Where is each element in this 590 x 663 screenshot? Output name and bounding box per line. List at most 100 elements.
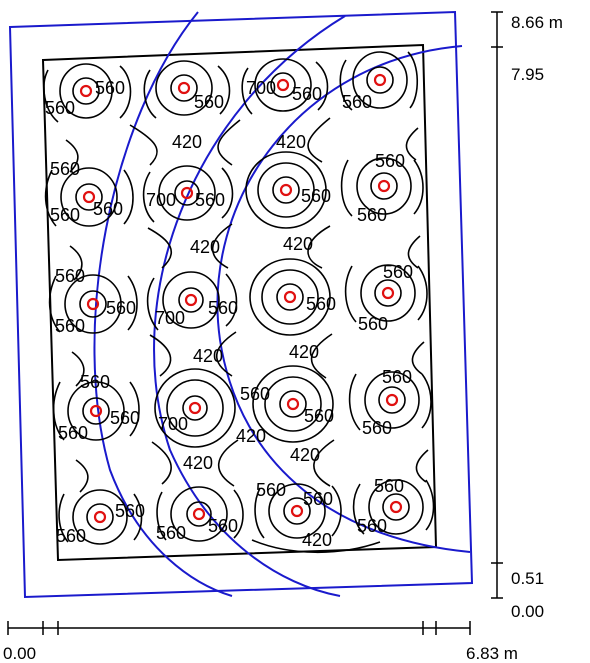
contour-group: [43, 63, 132, 123]
arc-2: [153, 15, 346, 597]
contour-group: [339, 51, 419, 111]
contour-value-label: 420: [183, 453, 213, 473]
dimension-label-y-0-00: 0.00: [511, 602, 544, 621]
contour-value-label: 560: [240, 384, 270, 404]
room-outline: [8, 10, 474, 599]
contour-group: [352, 479, 435, 535]
vertical-dimension: [491, 11, 503, 599]
contour-group: [146, 271, 238, 331]
contour-value-label: 420: [236, 426, 266, 446]
contour-value-label: 560: [357, 205, 387, 225]
contour-value-label: 560: [382, 367, 412, 387]
contour-value-label: 560: [50, 159, 80, 179]
contour-value-label: 560: [56, 526, 86, 546]
arc-3: [216, 45, 471, 553]
contour-value-label: 560: [110, 408, 140, 428]
contour-value-label: 420: [276, 132, 306, 152]
luminaire-markers: [79, 73, 403, 524]
ring-marker-icon: [290, 504, 304, 518]
contour-value-label: 560: [50, 205, 80, 225]
contour-value-label: 420: [193, 346, 223, 366]
ring-marker-icon: [93, 510, 107, 524]
contour-value-label: 560: [362, 418, 392, 438]
contour-value-label: 700: [155, 308, 185, 328]
ring-marker-icon: [385, 393, 399, 407]
contour-value-label: 560: [195, 190, 225, 210]
ring-marker-icon: [188, 401, 202, 415]
contour-value-label: 560: [292, 84, 322, 104]
contour-group: [241, 58, 329, 115]
blue-arcs: [93, 11, 471, 597]
contour-value-label: 420: [289, 342, 319, 362]
contour-value-label: 560: [357, 516, 387, 536]
contour-value-label: 560: [301, 186, 331, 206]
ring-marker-icon: [279, 183, 293, 197]
ring-marker-icon: [192, 507, 206, 521]
ring-marker-icon: [86, 297, 100, 311]
contour-value-label: 560: [208, 298, 238, 318]
contour-value-label: 560: [208, 516, 238, 536]
contour-lines: [43, 51, 435, 554]
contour-value-label: 560: [156, 523, 186, 543]
contour-group: [142, 165, 234, 223]
dimension-label-x-0-00: 0.00: [3, 644, 36, 663]
contour-value-label: 560: [306, 294, 336, 314]
contour-value-label: 560: [256, 480, 286, 500]
contour-group: [245, 151, 327, 229]
ring-marker-icon: [276, 78, 290, 92]
contour-value-label: 560: [58, 423, 88, 443]
contour-group: [156, 486, 244, 542]
contour-value-label: 560: [45, 98, 75, 118]
contour-group: [348, 371, 432, 431]
contour-value-label: 560: [95, 78, 125, 98]
contour-value-label: 560: [194, 92, 224, 112]
ring-marker-icon: [82, 190, 96, 204]
dimension-label-0-51: 0.51: [511, 569, 544, 588]
contour-value-label: 420: [302, 530, 332, 550]
contour-value-label: 560: [55, 316, 85, 336]
horizontal-dimension: [7, 621, 471, 635]
contour-value-label: 700: [246, 78, 276, 98]
ring-marker-icon: [373, 73, 387, 87]
contour-value-label: 560: [383, 262, 413, 282]
contour-group: [340, 157, 424, 217]
contour-value-label: 560: [80, 372, 110, 392]
contour-value-label: 560: [106, 298, 136, 318]
contour-group: [344, 264, 428, 323]
ring-marker-icon: [177, 81, 191, 95]
contour-value-label: 420: [190, 237, 220, 257]
contour-group: [252, 365, 334, 443]
contour-group: [143, 60, 231, 119]
ring-marker-icon: [286, 397, 300, 411]
contour-value-label: 420: [290, 445, 320, 465]
contour-value-label: 560: [304, 406, 334, 426]
dimension-label-7-95: 7.95: [511, 65, 544, 84]
contour-value-label: 700: [146, 190, 176, 210]
contour-420-lines: [65, 117, 429, 554]
contour-value-label: 420: [172, 132, 202, 152]
contour-value-label: 560: [115, 501, 145, 521]
contour-group: [52, 381, 140, 441]
ring-marker-icon: [381, 286, 395, 300]
contour-value-label: 560: [303, 489, 333, 509]
contour-group: [48, 274, 138, 334]
contour-group: [44, 167, 134, 227]
ring-marker-icon: [184, 293, 198, 307]
contour-group: [58, 489, 143, 545]
contour-value-label: 560: [342, 92, 372, 112]
contour-value-label: 560: [55, 266, 85, 286]
contour-group: [154, 368, 236, 448]
contour-value-label: 560: [93, 199, 123, 219]
ring-marker-icon: [89, 404, 103, 418]
ring-marker-icon: [377, 179, 391, 193]
ring-marker-icon: [79, 84, 93, 98]
ring-marker-icon: [283, 290, 297, 304]
contour-value-label: 560: [358, 314, 388, 334]
contour-group: [249, 258, 331, 336]
contour-value-label: 560: [375, 151, 405, 171]
contour-value-label: 560: [374, 476, 404, 496]
ring-marker-icon: [389, 500, 403, 514]
arc-1: [93, 11, 233, 597]
